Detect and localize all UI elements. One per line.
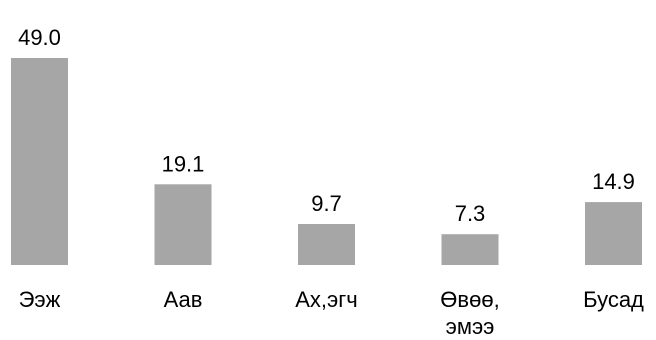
bar <box>154 184 212 265</box>
x-tick-label: Ээж <box>19 287 61 312</box>
x-tick-label: эмээ <box>446 314 495 339</box>
data-label: 9.7 <box>311 191 342 216</box>
data-label: 7.3 <box>455 201 486 226</box>
x-tick-label: Аав <box>164 287 203 312</box>
bar <box>11 58 68 265</box>
x-tick-label: Бусад <box>583 287 644 312</box>
x-tick-label: Ах,эгч <box>295 287 358 312</box>
bar <box>441 234 499 265</box>
x-tick-label: Өвөө, <box>440 287 499 312</box>
data-label: 14.9 <box>592 169 635 194</box>
data-label: 49.0 <box>18 25 61 50</box>
data-label: 19.1 <box>162 151 205 176</box>
bar <box>585 202 642 265</box>
bar <box>298 224 355 265</box>
